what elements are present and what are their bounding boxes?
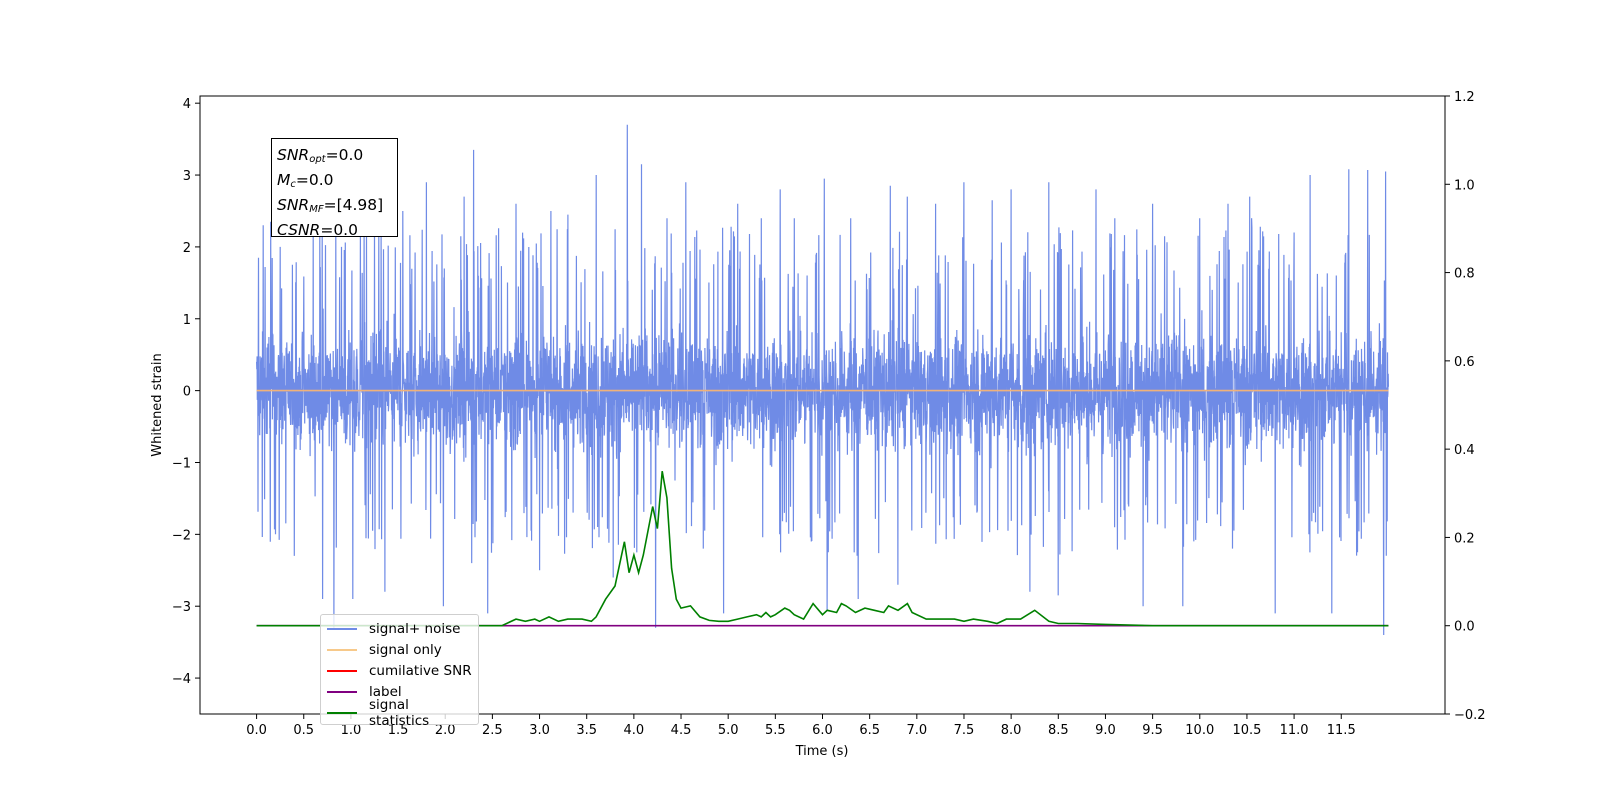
x-tick-label: 6.0 — [812, 723, 833, 738]
snr-annotation-box: SNRopt=0.0 Mc=0.0 SNRMF=[4.98] CSNR=0.0 — [271, 138, 398, 239]
legend-swatch-cumulative-snr — [327, 669, 357, 672]
y-tick-label: 0 — [183, 385, 191, 400]
x-tick-label: 2.5 — [482, 723, 503, 738]
y-tick-label: −4 — [172, 672, 191, 687]
y-axis-left: 4 3 2 1 0 −1 −2 −3 −4 — [172, 97, 200, 687]
x-tick-label: 10.0 — [1185, 723, 1214, 738]
y-tick-label: −2 — [172, 528, 191, 543]
x-tick-label: 6.5 — [859, 723, 880, 738]
y-tick-label: 3 — [183, 169, 191, 184]
x-tick-label: 3.5 — [576, 723, 597, 738]
snr-mf-value: =[4.98] — [323, 196, 384, 214]
y-tick-label: 2 — [183, 241, 191, 256]
y2-tick-label: 0.4 — [1454, 443, 1475, 458]
x-tick-label: 7.0 — [906, 723, 927, 738]
csnr-value: =0.0 — [320, 221, 358, 239]
snr-opt-line: SNRopt=0.0 — [277, 146, 364, 165]
legend-item-signal-statistics: signal statistics — [327, 697, 472, 729]
x-tick-label: 1.0 — [341, 723, 362, 738]
x-tick-label: 2.0 — [435, 723, 456, 738]
legend-item-cumulative-snr: cumilative SNR — [327, 660, 472, 681]
x-tick-label: 11.5 — [1327, 723, 1356, 738]
series-signal-noise — [256, 124, 1389, 636]
x-tick-label: 4.5 — [671, 723, 692, 738]
legend-swatch-signal-only — [327, 648, 357, 651]
snr-mf-line: SNRMF=[4.98] — [277, 196, 384, 215]
legend-label-signal-noise: signal+ noise — [369, 620, 461, 637]
x-tick-label: 11.0 — [1280, 723, 1309, 738]
y-tick-label: −3 — [172, 600, 191, 615]
legend-item-label: label — [327, 681, 472, 702]
series-signal-statistics — [256, 471, 1389, 627]
y-tick-label: 4 — [183, 97, 191, 112]
x-tick-label: 8.5 — [1048, 723, 1069, 738]
y2-tick-label: 1.2 — [1454, 90, 1475, 105]
legend-swatch-signal-statistics — [327, 711, 357, 714]
legend-label-label: label — [369, 683, 402, 700]
x-tick-label: 0.5 — [293, 723, 314, 738]
legend-swatch-signal-noise — [327, 627, 357, 630]
legend-swatch-label — [327, 690, 357, 693]
y2-tick-label: −0.2 — [1454, 708, 1486, 723]
y2-tick-label: 0.8 — [1454, 267, 1475, 282]
x-axis: 0.0 0.5 1.0 1.5 2.0 2.5 3.0 3.5 4.0 4.5 5.0 5.5 6.0 6… — [246, 714, 1356, 738]
y2-tick-label: 0.0 — [1454, 620, 1475, 635]
legend: signal+ noise signal only cumilative SNR… — [320, 614, 479, 729]
y-tick-label: −1 — [172, 456, 191, 471]
y-tick-label: 1 — [183, 313, 191, 328]
x-tick-label: 5.0 — [718, 723, 739, 738]
y2-tick-label: 0.6 — [1454, 355, 1475, 370]
mc-value: =0.0 — [295, 171, 334, 189]
x-tick-label: 9.5 — [1142, 723, 1163, 738]
legend-label-signal-statistics: signal statistics — [369, 696, 430, 729]
y2-tick-label: 1.0 — [1454, 178, 1475, 193]
x-tick-label: 4.0 — [624, 723, 645, 738]
plot-area — [256, 124, 1389, 636]
x-tick-label: 1.5 — [388, 723, 409, 738]
x-tick-label: 8.0 — [1001, 723, 1022, 738]
legend-label-cumulative-snr: cumilative SNR — [369, 662, 472, 679]
csnr-line: CSNR=0.0 — [277, 221, 358, 239]
x-tick-label: 0.0 — [246, 723, 267, 738]
y2-tick-label: 0.2 — [1454, 531, 1475, 546]
y-axis-right: 1.2 1.0 0.8 0.6 0.4 0.2 0.0 −0.2 — [1445, 90, 1486, 723]
x-tick-label: 7.5 — [954, 723, 975, 738]
snr-opt-value: =0.0 — [325, 146, 364, 164]
x-tick-label: 10.5 — [1232, 723, 1261, 738]
legend-label-signal-only: signal only — [369, 641, 442, 658]
y-axis-label: Whitened strain — [150, 353, 165, 456]
mc-line: Mc=0.0 — [277, 171, 334, 190]
x-tick-label: 3.0 — [529, 723, 550, 738]
legend-item-signal-only: signal only — [327, 639, 472, 660]
x-axis-label: Time (s) — [795, 744, 849, 759]
x-tick-label: 5.5 — [765, 723, 786, 738]
x-tick-label: 9.0 — [1095, 723, 1116, 738]
legend-item-signal-noise: signal+ noise — [327, 618, 472, 639]
